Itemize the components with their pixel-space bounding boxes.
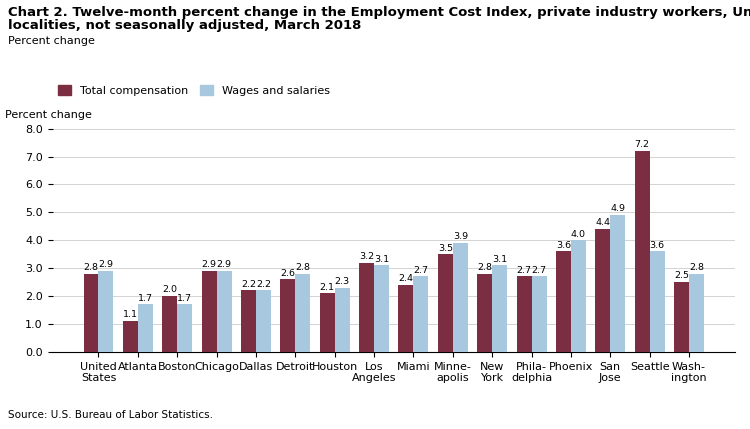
Bar <box>634 151 650 352</box>
Bar <box>596 229 610 352</box>
Bar <box>556 251 571 352</box>
Text: 4.4: 4.4 <box>596 218 610 227</box>
Text: 2.8: 2.8 <box>296 263 310 272</box>
Text: 2.7: 2.7 <box>517 266 532 275</box>
Text: 4.9: 4.9 <box>610 205 626 214</box>
Text: 2.7: 2.7 <box>532 266 547 275</box>
Text: 7.2: 7.2 <box>634 140 650 149</box>
Bar <box>296 274 310 352</box>
Bar <box>202 271 217 352</box>
Text: 3.1: 3.1 <box>374 255 389 264</box>
Bar <box>610 215 626 352</box>
Bar <box>83 274 98 352</box>
Text: 2.4: 2.4 <box>398 274 413 283</box>
Text: 2.7: 2.7 <box>413 266 428 275</box>
Text: 2.3: 2.3 <box>334 277 350 286</box>
Legend: Total compensation, Wages and salaries: Total compensation, Wages and salaries <box>58 85 330 96</box>
Text: 3.5: 3.5 <box>438 244 453 253</box>
Text: 3.1: 3.1 <box>492 255 507 264</box>
Text: 2.2: 2.2 <box>241 280 256 289</box>
Bar <box>241 290 256 352</box>
Bar <box>532 277 547 352</box>
Text: 2.5: 2.5 <box>674 272 689 281</box>
Text: Percent change: Percent change <box>8 36 94 46</box>
Bar <box>492 265 507 352</box>
Text: 3.6: 3.6 <box>556 241 571 250</box>
Text: 3.6: 3.6 <box>650 241 664 250</box>
Bar <box>674 282 689 352</box>
Bar <box>123 321 138 352</box>
Text: 3.9: 3.9 <box>453 233 468 242</box>
Text: 2.9: 2.9 <box>202 260 217 269</box>
Bar <box>334 288 350 352</box>
Text: 2.2: 2.2 <box>256 280 271 289</box>
Bar <box>138 305 153 352</box>
Text: 2.9: 2.9 <box>217 260 232 269</box>
Text: 2.8: 2.8 <box>83 263 98 272</box>
Bar <box>177 305 192 352</box>
Text: 1.7: 1.7 <box>177 294 192 303</box>
Bar <box>650 251 664 352</box>
Text: 2.9: 2.9 <box>98 260 113 269</box>
Bar <box>320 293 334 352</box>
Text: localities, not seasonally adjusted, March 2018: localities, not seasonally adjusted, Mar… <box>8 19 361 32</box>
Text: 2.8: 2.8 <box>689 263 704 272</box>
Text: Source: U.S. Bureau of Labor Statistics.: Source: U.S. Bureau of Labor Statistics. <box>8 411 212 420</box>
Bar <box>162 296 177 352</box>
Text: Chart 2. Twelve-month percent change in the Employment Cost Index, private indus: Chart 2. Twelve-month percent change in … <box>8 6 750 19</box>
Text: Percent change: Percent change <box>4 110 92 120</box>
Text: 3.2: 3.2 <box>359 252 374 261</box>
Bar <box>256 290 271 352</box>
Bar <box>477 274 492 352</box>
Bar <box>689 274 704 352</box>
Text: 2.0: 2.0 <box>162 285 177 294</box>
Text: 2.1: 2.1 <box>320 283 334 292</box>
Text: 1.1: 1.1 <box>123 311 138 320</box>
Bar <box>359 263 374 352</box>
Text: 4.0: 4.0 <box>571 230 586 239</box>
Bar <box>571 240 586 352</box>
Bar <box>413 277 428 352</box>
Bar <box>398 285 413 352</box>
Bar <box>98 271 113 352</box>
Bar <box>517 277 532 352</box>
Text: 1.7: 1.7 <box>138 294 153 303</box>
Text: 2.8: 2.8 <box>477 263 492 272</box>
Bar <box>374 265 389 352</box>
Bar <box>217 271 232 352</box>
Bar <box>280 279 296 352</box>
Bar <box>438 254 453 352</box>
Bar <box>453 243 468 352</box>
Text: 2.6: 2.6 <box>280 269 296 278</box>
